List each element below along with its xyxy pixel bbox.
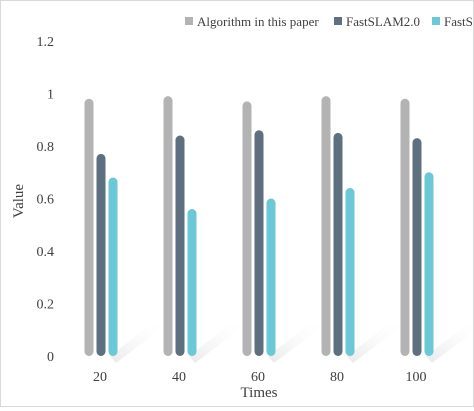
legend-swatch <box>185 17 193 25</box>
x-tick-label: 80 <box>330 370 344 385</box>
legend: Algorithm in this paper FastSLAM2.0 FastS <box>185 14 473 29</box>
bars <box>84 96 434 356</box>
shadow-decoration <box>268 319 322 363</box>
y-tick-label: 1 <box>47 88 54 103</box>
bar-1-20 <box>84 98 94 356</box>
y-tick-label: 1.2 <box>37 35 55 50</box>
y-axis-label: Value <box>11 184 27 218</box>
legend-label: Algorithm in this paper <box>197 14 319 29</box>
legend-label: FastS <box>444 14 473 29</box>
x-axis-label: Times <box>241 385 278 401</box>
bar-3-20 <box>108 177 118 356</box>
bar-1-40 <box>163 96 173 356</box>
bar-3-60 <box>266 198 276 356</box>
bar-2-100 <box>412 138 422 356</box>
shadow-decoration <box>347 319 401 363</box>
x-tick-label: 20 <box>93 370 107 385</box>
shadow-decoration <box>189 319 243 363</box>
shadow-decoration <box>110 319 164 363</box>
y-tick-label: 0.4 <box>37 245 55 260</box>
x-tick-label: 60 <box>251 370 265 385</box>
bar-3-80 <box>345 188 355 356</box>
bar-2-20 <box>96 153 106 356</box>
bar-2-40 <box>175 135 185 356</box>
y-tick-label: 0.2 <box>37 298 55 313</box>
y-tick-label: 0 <box>47 350 54 365</box>
decorative-shadows <box>110 319 474 363</box>
legend-label: FastSLAM2.0 <box>346 14 420 29</box>
y-tick-label: 0.8 <box>37 140 55 155</box>
bar-2-60 <box>254 130 264 356</box>
x-axis-ticks: 20 40 60 80 100 <box>93 370 427 385</box>
bar-2-80 <box>333 132 343 356</box>
legend-swatch <box>432 17 440 25</box>
bar-1-60 <box>242 101 252 356</box>
x-tick-label: 100 <box>406 370 427 385</box>
x-tick-label: 40 <box>172 370 186 385</box>
legend-swatch <box>334 17 342 25</box>
bar-1-80 <box>321 96 331 356</box>
y-axis-ticks: 0 0.2 0.4 0.6 0.8 1 1.2 <box>37 35 55 365</box>
bar-1-100 <box>400 98 410 356</box>
shadow-decoration <box>426 319 474 363</box>
bar-3-100 <box>424 172 434 356</box>
bar-3-40 <box>187 209 197 356</box>
y-tick-label: 0.6 <box>37 193 55 208</box>
